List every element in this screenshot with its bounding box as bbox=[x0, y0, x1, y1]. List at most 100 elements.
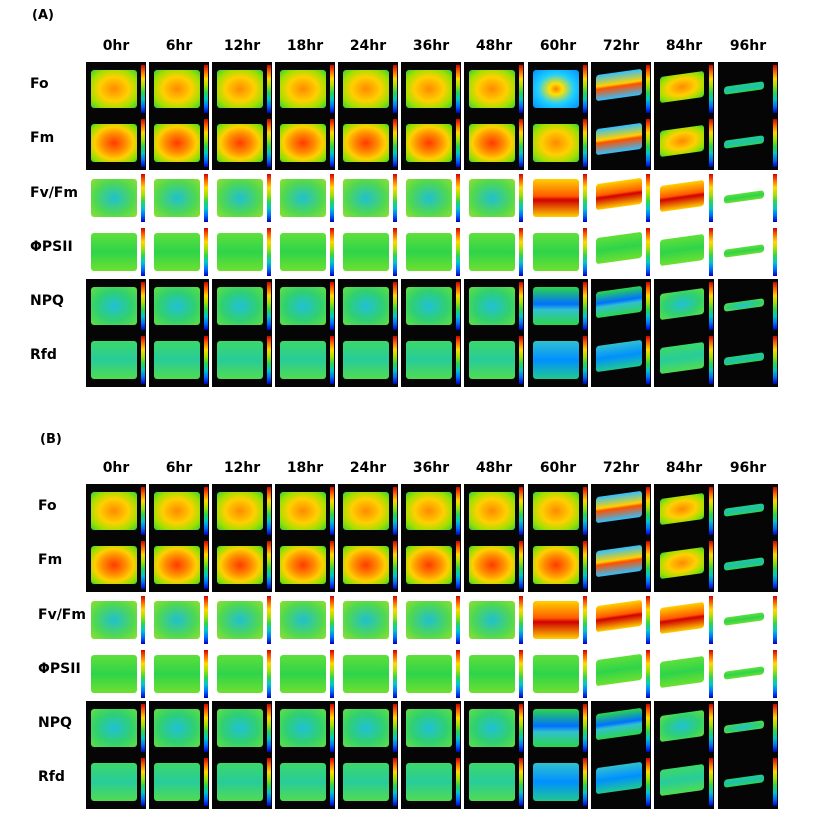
image-cell bbox=[338, 701, 398, 755]
colorbar-icon bbox=[393, 487, 397, 535]
row-header: Fv/Fm bbox=[38, 607, 86, 623]
leaf-image bbox=[406, 341, 452, 379]
column-header: 0hr bbox=[102, 460, 130, 476]
leaf-image bbox=[469, 655, 515, 693]
column-header: 6hr bbox=[165, 38, 193, 54]
colorbar-icon bbox=[456, 704, 460, 752]
leaf-image bbox=[533, 70, 579, 108]
image-cell bbox=[338, 647, 398, 701]
leaf-image bbox=[280, 709, 326, 747]
leaf-image bbox=[596, 68, 642, 102]
colorbar-icon bbox=[646, 119, 650, 167]
colorbar-icon bbox=[141, 174, 145, 222]
image-cell bbox=[149, 333, 209, 387]
row-header: Rfd bbox=[30, 347, 57, 363]
image-cell bbox=[86, 647, 146, 701]
leaf-image bbox=[596, 231, 642, 265]
image-cell bbox=[149, 593, 209, 647]
image-cell bbox=[591, 62, 651, 116]
leaf-image bbox=[217, 233, 263, 271]
image-cell bbox=[654, 62, 714, 116]
image-cell bbox=[528, 62, 588, 116]
colorbar-icon bbox=[583, 704, 587, 752]
column-header: 0hr bbox=[102, 38, 130, 54]
leaf-image bbox=[724, 666, 764, 680]
colorbar-icon bbox=[267, 228, 271, 276]
colorbar-icon bbox=[141, 65, 145, 113]
colorbar-icon bbox=[204, 541, 208, 589]
image-cell bbox=[591, 593, 651, 647]
image-cell bbox=[654, 279, 714, 333]
leaf-image bbox=[280, 124, 326, 162]
leaf-image bbox=[660, 341, 704, 375]
colorbar-icon bbox=[141, 541, 145, 589]
leaf-image bbox=[217, 655, 263, 693]
leaf-image bbox=[91, 287, 137, 325]
leaf-image bbox=[406, 709, 452, 747]
image-cell bbox=[654, 701, 714, 755]
leaf-image bbox=[469, 287, 515, 325]
row-header: NPQ bbox=[38, 715, 72, 731]
leaf-image bbox=[406, 70, 452, 108]
image-cell bbox=[591, 755, 651, 809]
colorbar-icon bbox=[204, 65, 208, 113]
colorbar-icon bbox=[204, 758, 208, 806]
leaf-image bbox=[91, 655, 137, 693]
column-header: 84hr bbox=[665, 38, 703, 54]
colorbar-icon bbox=[330, 65, 334, 113]
colorbar-icon bbox=[393, 541, 397, 589]
colorbar-icon bbox=[393, 596, 397, 644]
image-cell bbox=[464, 116, 524, 170]
image-cell bbox=[275, 538, 335, 592]
leaf-image bbox=[533, 233, 579, 271]
leaf-image bbox=[91, 341, 137, 379]
image-cell bbox=[528, 593, 588, 647]
colorbar-icon bbox=[519, 487, 523, 535]
colorbar-icon bbox=[267, 282, 271, 330]
image-cell bbox=[275, 755, 335, 809]
leaf-image bbox=[343, 601, 389, 639]
leaf-image bbox=[660, 763, 704, 797]
leaf-image bbox=[91, 546, 137, 584]
colorbar-icon bbox=[393, 282, 397, 330]
leaf-image bbox=[469, 233, 515, 271]
leaf-image bbox=[217, 70, 263, 108]
column-header: 24hr bbox=[349, 38, 387, 54]
image-cell bbox=[338, 279, 398, 333]
image-cell bbox=[212, 62, 272, 116]
leaf-image bbox=[596, 761, 642, 795]
image-cell bbox=[528, 171, 588, 225]
column-header: 48hr bbox=[475, 38, 513, 54]
image-cell bbox=[401, 647, 461, 701]
colorbar-icon bbox=[583, 228, 587, 276]
leaf-image bbox=[280, 763, 326, 801]
colorbar-icon bbox=[141, 119, 145, 167]
leaf-image bbox=[406, 492, 452, 530]
image-cell bbox=[275, 279, 335, 333]
colorbar-icon bbox=[267, 119, 271, 167]
image-cell bbox=[401, 116, 461, 170]
leaf-image bbox=[660, 70, 704, 104]
leaf-image bbox=[406, 546, 452, 584]
colorbar-icon bbox=[330, 336, 334, 384]
colorbar-icon bbox=[583, 119, 587, 167]
image-cell bbox=[591, 225, 651, 279]
image-cell bbox=[86, 333, 146, 387]
leaf-image bbox=[533, 492, 579, 530]
leaf-image bbox=[724, 352, 764, 366]
image-cell bbox=[464, 701, 524, 755]
image-cell bbox=[275, 593, 335, 647]
image-cell bbox=[528, 647, 588, 701]
colorbar-icon bbox=[646, 65, 650, 113]
image-cell bbox=[718, 647, 778, 701]
image-cell bbox=[464, 333, 524, 387]
row-header: Fo bbox=[38, 498, 57, 514]
leaf-image bbox=[343, 546, 389, 584]
leaf-image bbox=[660, 709, 704, 743]
colorbar-icon bbox=[393, 65, 397, 113]
leaf-image bbox=[280, 70, 326, 108]
image-cell bbox=[275, 225, 335, 279]
colorbar-icon bbox=[330, 487, 334, 535]
colorbar-icon bbox=[646, 228, 650, 276]
row-header: Fm bbox=[30, 130, 55, 146]
